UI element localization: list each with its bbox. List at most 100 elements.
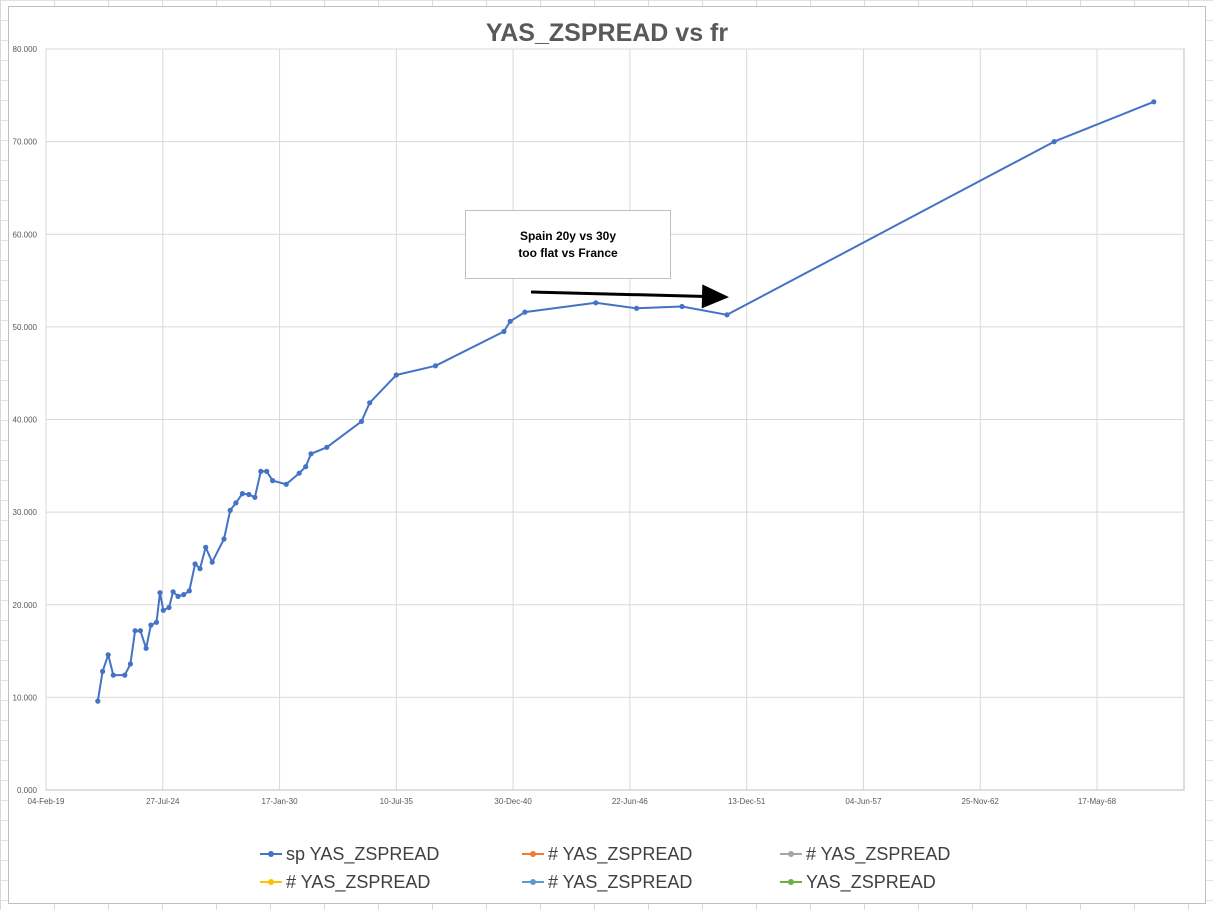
x-tick-label: 25-Nov-62	[962, 797, 1000, 806]
data-point	[148, 622, 154, 628]
y-tick-label: 20.000	[13, 601, 38, 610]
data-point	[283, 481, 289, 487]
data-point	[1151, 99, 1157, 105]
y-tick-label: 80.000	[13, 45, 38, 54]
data-point	[143, 645, 149, 651]
data-point	[209, 559, 215, 565]
y-tick-label: 60.000	[13, 230, 38, 239]
legend-label: # YAS_ZSPREAD	[286, 871, 431, 892]
data-point	[593, 300, 599, 306]
cell-text: 31-Oct-48	[602, 0, 646, 3]
data-point	[100, 668, 106, 675]
legend-swatch-icon	[260, 871, 282, 893]
legend-entry[interactable]: # YAS_ZSPREAD	[780, 843, 950, 865]
data-point	[679, 303, 685, 310]
y-tick-label: 50.000	[13, 323, 38, 332]
data-point	[137, 628, 143, 634]
data-point	[324, 444, 330, 450]
legend-entry[interactable]: sp YAS_ZSPREAD	[260, 843, 439, 865]
x-tick-label: 17-May-68	[1078, 797, 1117, 806]
series-line	[96, 100, 1155, 702]
cell-text: #N/A	[775, 0, 797, 3]
legend-label: sp YAS_ZSPREAD	[286, 843, 440, 864]
y-tick-label: 10.000	[13, 693, 38, 702]
legend-label: # YAS_ZSPREAD	[548, 843, 693, 864]
cell-text: #N/A	[995, 0, 1017, 3]
data-point	[358, 418, 365, 424]
data-point	[160, 607, 166, 613]
data-point	[303, 464, 309, 470]
data-point	[308, 451, 314, 457]
data-point	[95, 698, 101, 704]
annotation-textbox[interactable]: Spain 20y vs 30y too flat vs France	[465, 210, 671, 279]
data-point	[246, 491, 252, 498]
x-tick-label: 30-Dec-40	[494, 797, 532, 806]
x-tick-label: 22-Jun-46	[612, 797, 649, 806]
data-point	[724, 312, 730, 318]
legend-swatch-icon	[522, 843, 544, 865]
data-point	[634, 305, 640, 311]
data-point	[367, 400, 373, 406]
data-point	[110, 672, 116, 678]
data-point	[157, 590, 163, 596]
data-point	[270, 478, 276, 484]
legend-swatch-icon	[780, 871, 802, 893]
y-tick-label: 40.000	[13, 416, 38, 425]
legend-swatch-icon	[522, 871, 544, 893]
data-point	[203, 544, 209, 550]
data-point	[501, 328, 507, 335]
annotation-line-1: Spain 20y vs 30y	[519, 228, 617, 243]
data-point	[127, 661, 133, 667]
data-point	[170, 589, 176, 595]
data-point	[105, 652, 111, 658]
legend-label: # YAS_ZSPREAD	[548, 871, 693, 892]
legend-entry[interactable]: # YAS_ZSPREAD	[522, 871, 692, 893]
annotation-arrow	[530, 284, 729, 309]
x-tick-label: 04-Feb-19	[28, 797, 65, 806]
cell-text: #N/A	[885, 0, 907, 3]
legend-swatch-icon	[260, 843, 282, 865]
data-point	[239, 491, 245, 497]
data-point	[153, 619, 160, 625]
x-tick-label: 13-Dec-51	[728, 797, 766, 806]
data-point	[227, 507, 233, 513]
data-point	[175, 593, 181, 600]
data-point	[393, 372, 399, 378]
data-point	[197, 566, 203, 572]
x-tick-label: 27-Jul-24	[146, 797, 180, 806]
data-point	[432, 363, 439, 369]
cell-text: 51.595	[662, 0, 693, 3]
hidden-cell-row: 31-Oct-48 51.595 #N/A #N/A #N/A #N/A	[590, 0, 1213, 6]
cell-text: #N/A	[1105, 0, 1127, 3]
data-point	[296, 470, 302, 476]
legend-swatch-icon	[780, 843, 802, 865]
data-point	[233, 500, 239, 506]
data-point	[1051, 139, 1057, 145]
data-point	[166, 604, 172, 611]
x-tick-label: 04-Jun-57	[845, 797, 882, 806]
x-tick-label: 17-Jan-30	[262, 797, 299, 806]
legend-label: YAS_ZSPREAD	[806, 871, 936, 892]
y-tick-label: 0.000	[17, 786, 38, 795]
data-point	[181, 592, 187, 598]
data-point	[522, 309, 528, 315]
y-tick-label: 70.000	[13, 138, 38, 147]
data-point	[132, 628, 138, 634]
legend-entry[interactable]: # YAS_ZSPREAD	[522, 843, 692, 865]
data-point	[252, 494, 258, 500]
data-point	[264, 468, 270, 474]
legend-label: # YAS_ZSPREAD	[806, 843, 951, 864]
data-point	[507, 318, 513, 324]
x-tick-label: 10-Jul-35	[380, 797, 414, 806]
y-tick-label: 30.000	[13, 508, 38, 517]
annotation-line-2: too flat vs France	[518, 245, 618, 260]
data-point	[186, 588, 192, 594]
legend-entry[interactable]: # YAS_ZSPREAD	[260, 871, 430, 893]
legend-entry[interactable]: YAS_ZSPREAD	[780, 871, 936, 893]
chart-area[interactable]: YAS_ZSPREAD vs fr	[8, 6, 1206, 904]
chart-title: YAS_ZSPREAD vs fr	[485, 19, 729, 47]
data-point	[122, 672, 128, 678]
data-point	[192, 561, 198, 567]
data-point	[258, 468, 264, 474]
